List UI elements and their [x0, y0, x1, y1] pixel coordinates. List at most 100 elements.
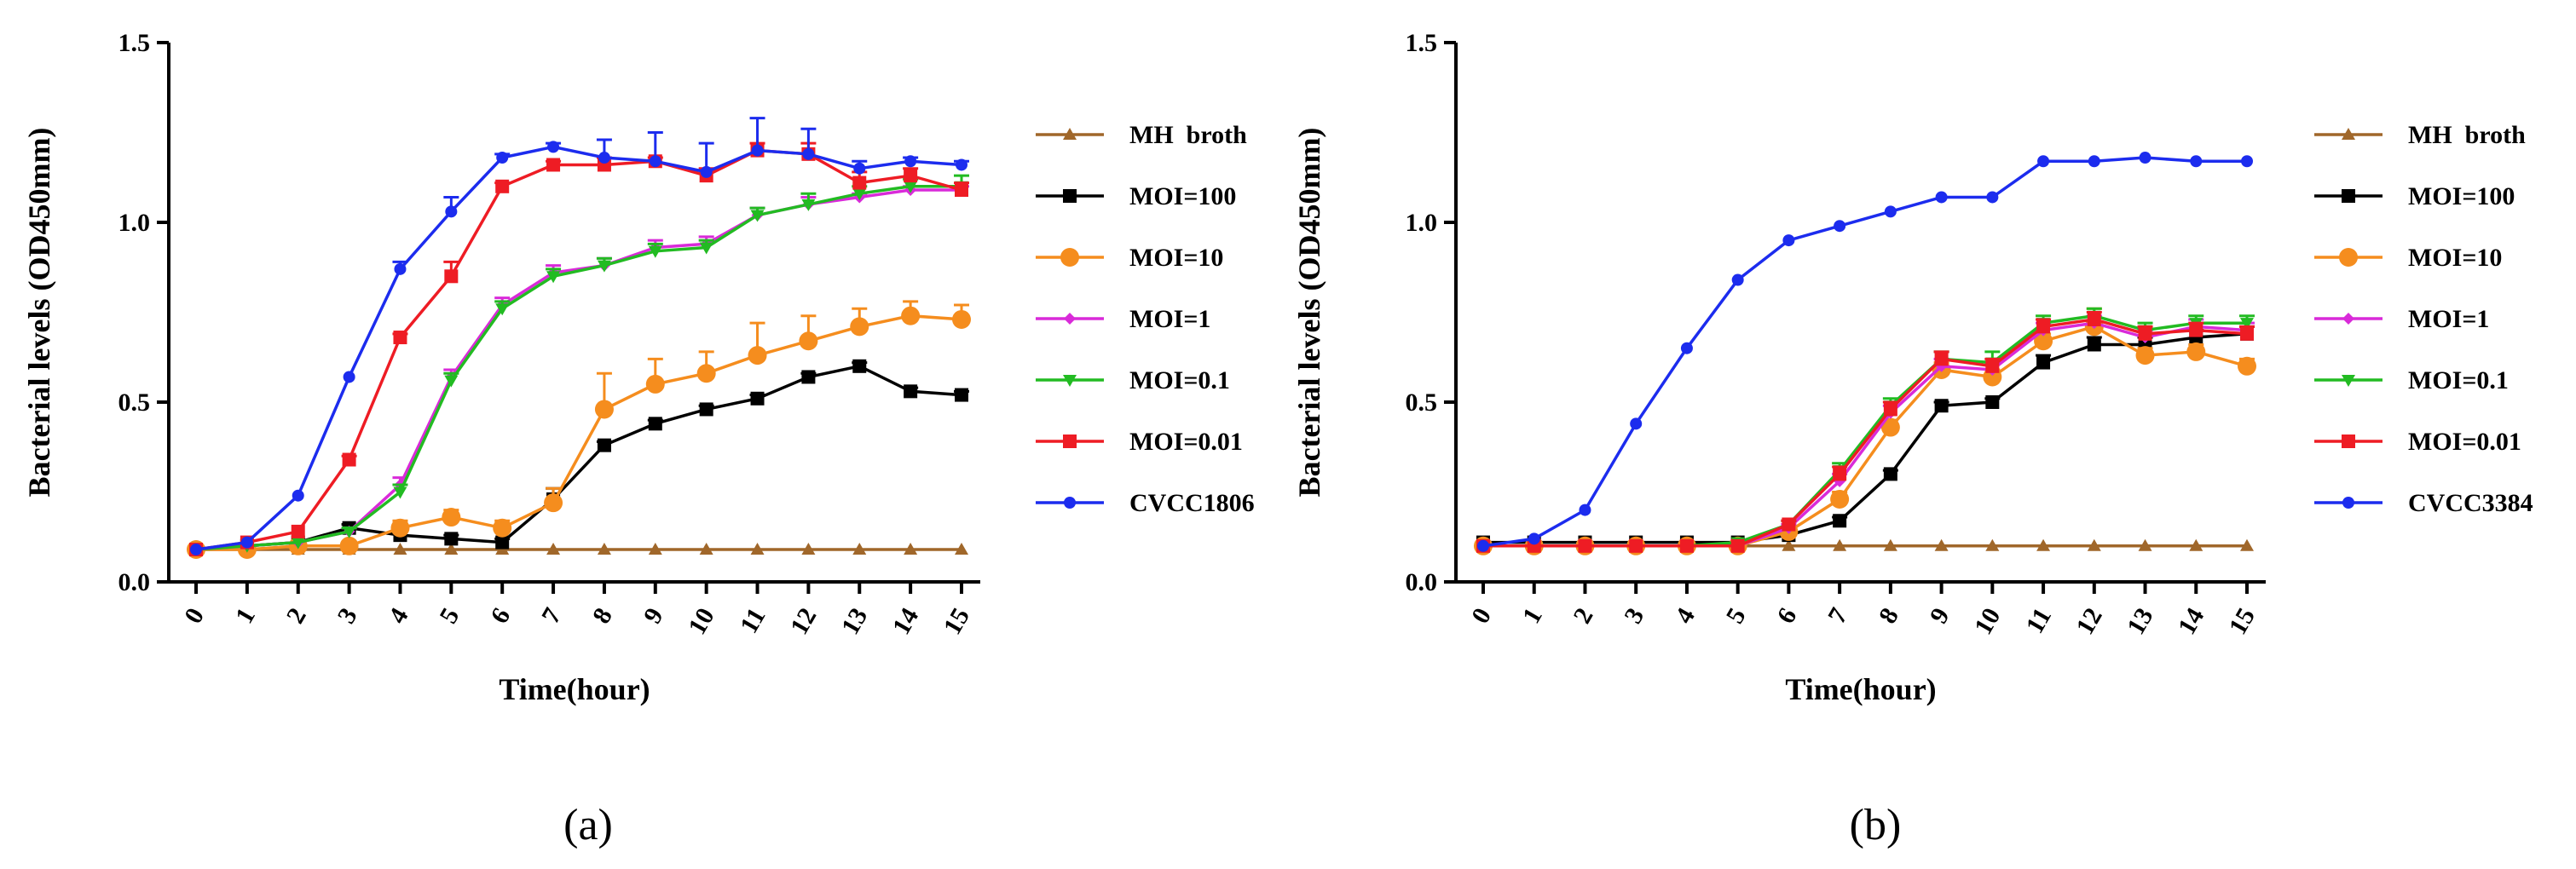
x-tick-label: 13	[836, 603, 874, 639]
legend-entry: MOI=0.1	[2314, 366, 2509, 394]
x-tick-label: 3	[1619, 603, 1649, 628]
x-tick-label: 5	[1721, 603, 1752, 628]
data-point	[2087, 538, 2101, 551]
y-tick-label: 0.0	[1406, 568, 1438, 596]
data-point	[1782, 234, 1795, 247]
y-tick-label: 1.0	[1406, 209, 1438, 237]
data-point	[2036, 355, 2051, 370]
data-point	[1730, 538, 1745, 553]
data-point	[547, 141, 560, 153]
legend-label: CVCC1806	[1129, 489, 1255, 517]
legend-label: MH broth	[1129, 121, 1247, 149]
data-point	[748, 346, 767, 365]
data-point	[2139, 152, 2151, 164]
data-point	[1834, 220, 1846, 233]
data-point	[1833, 467, 1847, 481]
data-point	[1884, 205, 1897, 218]
x-axis-title: Time(hour)	[1785, 672, 1936, 706]
legend-label: CVCC3384	[2408, 489, 2533, 517]
y-axis-title: Bacterial levels (OD450mm)	[22, 128, 56, 498]
data-point	[393, 543, 407, 555]
data-point	[955, 183, 968, 198]
legend-label: MOI=0.01	[2408, 428, 2521, 456]
x-tick-label: 2	[281, 603, 312, 628]
legend-swatch-marker	[1064, 497, 1076, 509]
data-point	[648, 543, 662, 555]
data-point	[952, 309, 971, 329]
data-point	[390, 518, 410, 538]
legend-entry: CVCC1806	[1036, 489, 1255, 517]
data-point	[546, 543, 561, 555]
series-group	[1477, 152, 2253, 552]
data-point	[750, 391, 765, 406]
x-tick-label: 0	[1466, 603, 1497, 628]
legend-entry: CVCC3384	[2314, 489, 2533, 517]
legend-label: MOI=0.1	[2408, 366, 2509, 394]
data-point	[1934, 352, 1949, 366]
y-tick-label: 0.5	[1406, 388, 1438, 417]
data-point	[598, 152, 610, 164]
data-point	[393, 331, 407, 345]
x-tick-label: 8	[1874, 603, 1904, 628]
x-tick-label: 8	[587, 603, 618, 628]
x-tick-label: 5	[434, 603, 465, 628]
data-point	[1629, 538, 1643, 553]
x-tick-label: 11	[2020, 603, 2057, 638]
data-point	[802, 147, 815, 160]
data-point	[2138, 538, 2152, 551]
x-tick-label: 0	[179, 603, 210, 628]
legend-entry: MOI=1	[2314, 305, 2489, 333]
data-point	[648, 417, 662, 431]
series-line	[195, 364, 962, 551]
data-point	[1528, 532, 1540, 545]
data-point	[1679, 538, 1694, 553]
legend-entry: MOI=0.01	[2314, 428, 2521, 456]
legend-entry: MH broth	[2314, 121, 2526, 149]
data-point	[1731, 273, 1744, 286]
data-point	[2138, 326, 2152, 341]
data-point	[904, 155, 917, 168]
x-tick-label: 15	[938, 603, 975, 639]
data-point	[2238, 356, 2256, 376]
series-line	[195, 148, 962, 551]
data-point	[699, 242, 713, 255]
data-point	[2087, 337, 2101, 352]
legend-swatch-marker	[2339, 248, 2358, 267]
legend-swatch-marker	[2342, 497, 2354, 509]
data-point	[1830, 489, 1850, 509]
data-point	[597, 260, 611, 273]
data-point	[393, 486, 407, 499]
data-point	[495, 179, 510, 193]
data-point	[495, 303, 510, 316]
data-point	[1883, 402, 1897, 417]
data-point	[852, 188, 867, 201]
data-point	[444, 375, 459, 388]
legend-label: MOI=10	[1129, 244, 1223, 272]
series-line	[1483, 321, 2248, 548]
data-point	[751, 144, 764, 157]
x-tick-label: 15	[2223, 603, 2261, 639]
x-tick-label: 6	[1771, 603, 1802, 628]
x-tick-label: 10	[683, 603, 720, 639]
data-point	[544, 493, 563, 513]
data-point	[1934, 399, 1949, 413]
series-group	[189, 174, 969, 557]
data-point	[240, 536, 253, 549]
data-point	[546, 271, 561, 284]
legend-swatch-marker	[1063, 128, 1077, 140]
data-point	[444, 269, 459, 284]
data-point	[2240, 538, 2254, 551]
legend-label: MOI=10	[2408, 244, 2502, 272]
data-point	[904, 543, 918, 555]
x-tick-label: 14	[2173, 603, 2210, 639]
x-tick-label: 2	[1568, 603, 1598, 628]
series-line	[1483, 314, 2247, 548]
data-point	[2088, 155, 2100, 168]
data-point	[801, 370, 816, 384]
x-tick-label: 10	[1969, 603, 2007, 639]
data-point	[445, 205, 458, 218]
legend-label: MH broth	[2408, 121, 2526, 149]
data-point	[2240, 326, 2254, 341]
